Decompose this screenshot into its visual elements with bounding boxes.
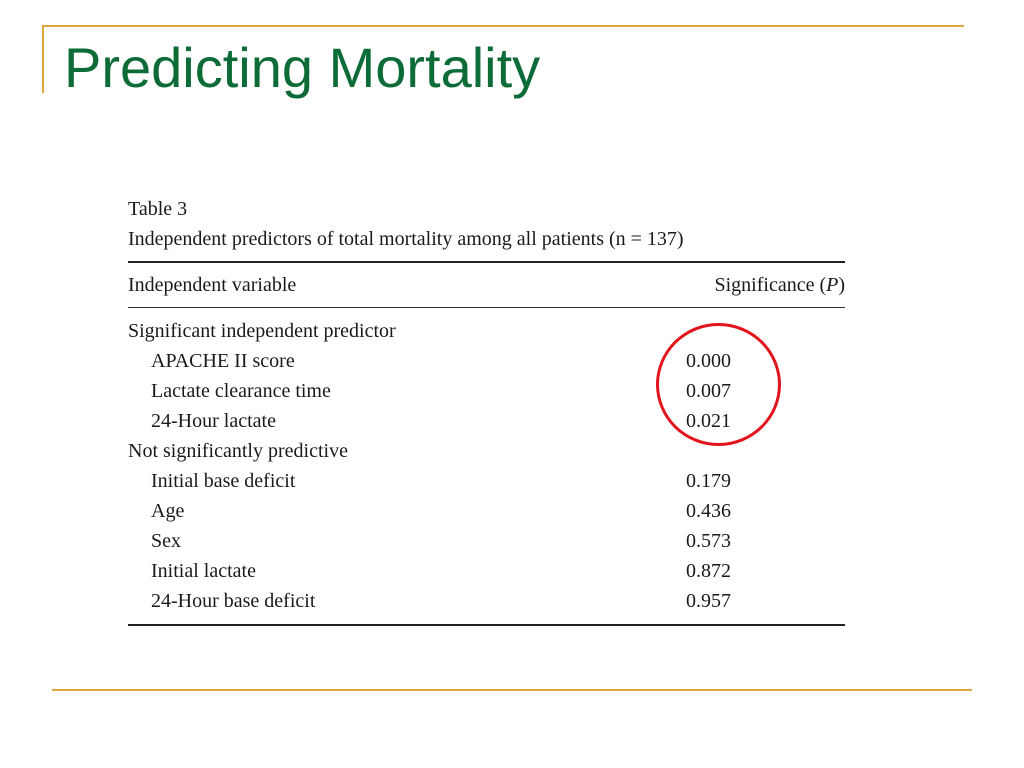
table-bottom-rule xyxy=(128,624,845,626)
p-value: 0.957 xyxy=(686,589,731,612)
group-label-significant: Significant independent predictor xyxy=(128,319,396,342)
p-value: 0.872 xyxy=(686,559,731,582)
table-top-rule xyxy=(128,261,845,263)
table-header-rule xyxy=(128,307,845,308)
highlight-circle xyxy=(656,323,781,446)
table-header-row: Independent variable Significance (P) xyxy=(128,263,845,307)
p-value: 0.179 xyxy=(686,469,731,492)
slide-footer-line xyxy=(52,689,972,691)
header-variable: Independent variable xyxy=(128,273,297,296)
p-value: 0.436 xyxy=(686,499,731,522)
header-significance: Significance (P) xyxy=(714,273,845,296)
table-row: 24-Hour base deficit 0.957 xyxy=(128,586,845,616)
table-label: Table 3 xyxy=(128,198,188,220)
slide-frame-left-line xyxy=(42,25,44,93)
table-row: Initial lactate 0.872 xyxy=(128,556,845,586)
table-row: Age 0.436 xyxy=(128,496,845,526)
slide-frame-top-line xyxy=(42,25,964,27)
table-row: Initial base deficit 0.179 xyxy=(128,466,845,496)
table-row: Sex 0.573 xyxy=(128,526,845,556)
p-value: 0.573 xyxy=(686,529,731,552)
slide-title: Predicting Mortality xyxy=(64,36,541,99)
results-table: Table 3 Independent predictors of total … xyxy=(128,194,845,626)
group-label-not-significant: Not significantly predictive xyxy=(128,439,348,462)
table-caption: Independent predictors of total mortalit… xyxy=(128,228,684,250)
